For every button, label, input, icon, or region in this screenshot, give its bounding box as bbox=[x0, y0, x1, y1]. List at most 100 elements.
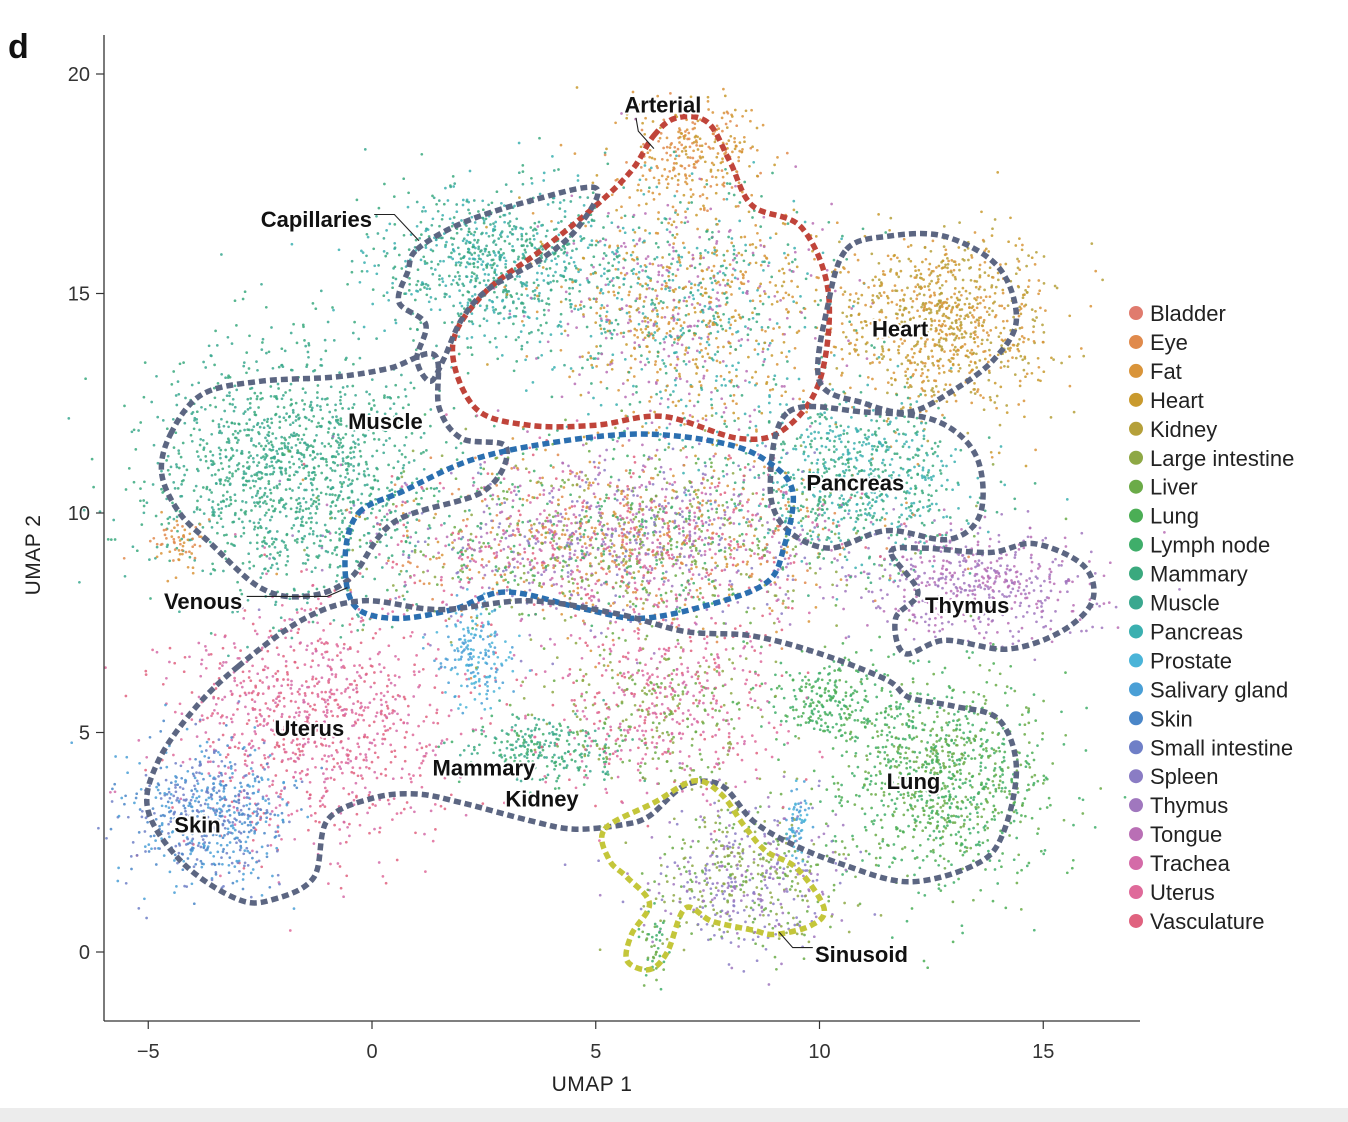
point-tongue bbox=[752, 465, 756, 469]
point-pancreas bbox=[458, 289, 461, 292]
point-tongue bbox=[646, 255, 650, 258]
point-mammary bbox=[278, 420, 282, 424]
point-kidney bbox=[1053, 284, 1057, 288]
point-muscle bbox=[220, 507, 224, 510]
point-muscle bbox=[352, 450, 355, 454]
point-mammary bbox=[362, 469, 366, 473]
point-mammary bbox=[312, 414, 316, 418]
point-mammary bbox=[725, 463, 729, 467]
point-fat bbox=[632, 375, 636, 378]
point-muscle bbox=[488, 253, 492, 257]
point-muscle bbox=[246, 645, 249, 649]
point-tongue bbox=[672, 319, 676, 322]
point-kidney bbox=[870, 252, 874, 256]
point-mammary bbox=[877, 426, 881, 430]
point-pancreas bbox=[778, 402, 782, 406]
point-fat bbox=[937, 323, 941, 327]
point-muscle bbox=[131, 545, 135, 549]
point-mammary bbox=[245, 434, 249, 437]
point-mammary bbox=[257, 406, 260, 409]
point-muscle bbox=[366, 467, 369, 471]
point-heart bbox=[1019, 312, 1023, 316]
point-heart bbox=[747, 355, 750, 359]
point-pancreas bbox=[587, 220, 590, 224]
point-muscle bbox=[208, 488, 212, 492]
point-fat bbox=[742, 135, 746, 139]
point-heart bbox=[935, 343, 939, 347]
point-fat bbox=[976, 335, 979, 339]
point-fat bbox=[578, 303, 582, 307]
point-eye bbox=[692, 165, 696, 169]
point-mammary bbox=[221, 467, 225, 471]
point-pancreas bbox=[527, 316, 531, 320]
point-mammary bbox=[845, 432, 849, 435]
point-mammary bbox=[659, 299, 663, 303]
point-fat bbox=[784, 256, 788, 260]
point-heart bbox=[996, 171, 1000, 174]
point-tongue bbox=[649, 409, 652, 413]
point-heart bbox=[887, 348, 891, 352]
point-pancreas bbox=[806, 272, 809, 275]
point-mammary bbox=[336, 574, 339, 577]
point-mammary bbox=[239, 508, 243, 512]
point-muscle bbox=[557, 323, 561, 327]
point-heart bbox=[701, 355, 704, 358]
point-fat bbox=[648, 148, 652, 152]
point-mammary bbox=[293, 539, 297, 542]
point-muscle bbox=[467, 208, 470, 212]
point-fat bbox=[892, 371, 896, 375]
point-heart bbox=[872, 301, 875, 304]
point-fat bbox=[562, 486, 566, 489]
point-heart bbox=[782, 280, 786, 284]
point-mammary bbox=[334, 531, 338, 534]
point-pancreas bbox=[712, 317, 716, 321]
point-heart bbox=[935, 311, 939, 315]
point-pancreas bbox=[441, 280, 445, 283]
point-mammary bbox=[295, 541, 299, 544]
point-mammary bbox=[283, 436, 286, 440]
point-heart bbox=[685, 267, 689, 270]
panel-letter-group: d bbox=[8, 28, 29, 66]
point-muscle bbox=[197, 381, 201, 385]
point-tongue bbox=[703, 359, 707, 363]
point-mammary bbox=[352, 501, 355, 505]
point-mammary bbox=[719, 324, 723, 328]
point-mammary bbox=[314, 500, 318, 504]
point-mammary bbox=[296, 413, 300, 417]
point-fat bbox=[657, 181, 661, 185]
point-heart bbox=[909, 406, 912, 410]
point-heart bbox=[1004, 262, 1008, 266]
point-pancreas bbox=[549, 333, 553, 336]
point-muscle bbox=[458, 252, 461, 256]
point-pancreas bbox=[429, 308, 433, 311]
point-fat bbox=[728, 341, 732, 345]
point-mammary bbox=[484, 217, 488, 221]
point-kidney bbox=[930, 319, 934, 323]
point-pancreas bbox=[500, 201, 503, 205]
point-mammary bbox=[537, 284, 540, 287]
point-mammary bbox=[527, 332, 531, 335]
point-mammary bbox=[195, 506, 199, 509]
point-muscle bbox=[300, 540, 304, 544]
point-mammary bbox=[313, 456, 317, 459]
point-fat bbox=[678, 127, 681, 130]
point-muscle bbox=[465, 224, 468, 227]
point-mammary bbox=[611, 438, 615, 442]
point-fat bbox=[927, 267, 931, 271]
point-muscle bbox=[530, 330, 533, 334]
point-fat bbox=[705, 196, 709, 200]
point-mammary bbox=[560, 220, 563, 223]
point-mammary bbox=[365, 232, 369, 236]
point-tongue bbox=[625, 272, 629, 275]
point-mammary bbox=[726, 282, 729, 286]
point-muscle bbox=[392, 267, 395, 270]
point-mammary bbox=[742, 259, 746, 263]
point-muscle bbox=[305, 546, 309, 550]
point-heart bbox=[667, 274, 670, 278]
point-heart bbox=[917, 394, 921, 398]
point-muscle bbox=[294, 470, 298, 474]
point-mammary bbox=[691, 445, 694, 449]
point-mammary bbox=[859, 427, 863, 431]
point-fat bbox=[835, 221, 839, 225]
point-mammary bbox=[755, 312, 759, 316]
